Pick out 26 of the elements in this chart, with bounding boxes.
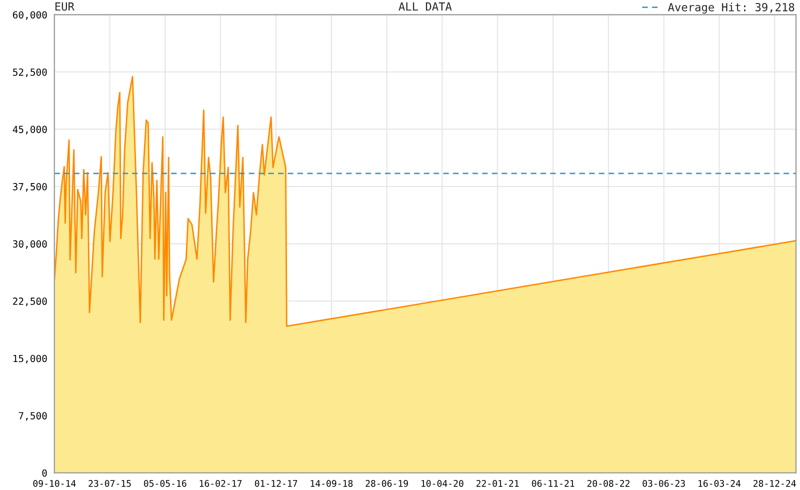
- x-tick-label: 16-02-17: [200, 480, 242, 487]
- x-tick-label: 14-09-18: [310, 480, 353, 487]
- y-tick-label: 52,500: [13, 68, 47, 78]
- x-tick-label: 03-06-23: [642, 480, 685, 487]
- chart-subtitle: EUR: [55, 2, 74, 11]
- y-tick-label: 30,000: [12, 240, 47, 249]
- x-tick-label: 20-08-22: [587, 480, 630, 487]
- y-tick-label: 22,500: [13, 298, 47, 306]
- x-tick-label: 09-10-14: [33, 480, 76, 487]
- legend-label: Average Hit: 39,218: [668, 2, 794, 14]
- x-tick-label: 28-12-24: [754, 480, 796, 487]
- x-tick-label: 28-06-19: [366, 480, 408, 487]
- y-tick-label: 60,000: [12, 11, 47, 20]
- x-tick-label: 16-03-24: [698, 480, 741, 487]
- x-tick-label: 01-12-17: [254, 480, 298, 487]
- x-tick-label: 06-11-21: [532, 480, 574, 487]
- x-tick-label: 05-05-16: [144, 480, 186, 487]
- y-tick-label: 7,500: [18, 412, 47, 421]
- x-tick-label: 23-07-15: [88, 480, 131, 487]
- x-tick-label: 10-04-20: [422, 480, 464, 487]
- x-tick-label: 22-01-21: [476, 480, 519, 487]
- y-tick-label: 0: [42, 469, 47, 477]
- chart-title: ALL DATA: [398, 2, 452, 11]
- y-tick-label: 15,000: [14, 354, 47, 364]
- y-tick-label: 45,000: [12, 126, 47, 134]
- y-tick-label: 37,500: [12, 183, 47, 192]
